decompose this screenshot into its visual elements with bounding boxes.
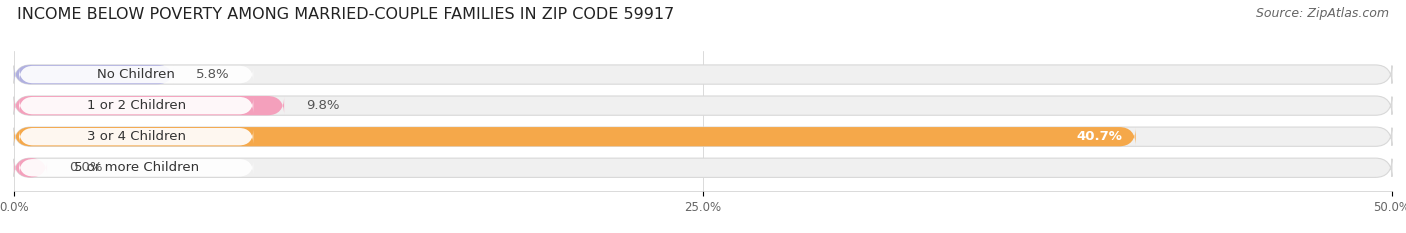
Text: 40.7%: 40.7%: [1076, 130, 1122, 143]
Text: 5.8%: 5.8%: [195, 68, 229, 81]
FancyBboxPatch shape: [14, 96, 284, 115]
FancyBboxPatch shape: [20, 97, 253, 114]
Text: Source: ZipAtlas.com: Source: ZipAtlas.com: [1256, 7, 1389, 20]
Text: 9.8%: 9.8%: [307, 99, 340, 112]
Text: INCOME BELOW POVERTY AMONG MARRIED-COUPLE FAMILIES IN ZIP CODE 59917: INCOME BELOW POVERTY AMONG MARRIED-COUPL…: [17, 7, 673, 22]
FancyBboxPatch shape: [14, 158, 48, 177]
FancyBboxPatch shape: [14, 65, 1392, 84]
FancyBboxPatch shape: [14, 127, 1136, 146]
FancyBboxPatch shape: [14, 127, 1392, 146]
FancyBboxPatch shape: [20, 159, 253, 176]
Text: 0.0%: 0.0%: [69, 161, 103, 174]
FancyBboxPatch shape: [14, 96, 1392, 115]
FancyBboxPatch shape: [20, 66, 253, 83]
FancyBboxPatch shape: [14, 158, 1392, 177]
Text: 5 or more Children: 5 or more Children: [73, 161, 198, 174]
Text: No Children: No Children: [97, 68, 176, 81]
FancyBboxPatch shape: [14, 65, 174, 84]
Text: 1 or 2 Children: 1 or 2 Children: [87, 99, 186, 112]
FancyBboxPatch shape: [20, 128, 253, 145]
Text: 3 or 4 Children: 3 or 4 Children: [87, 130, 186, 143]
